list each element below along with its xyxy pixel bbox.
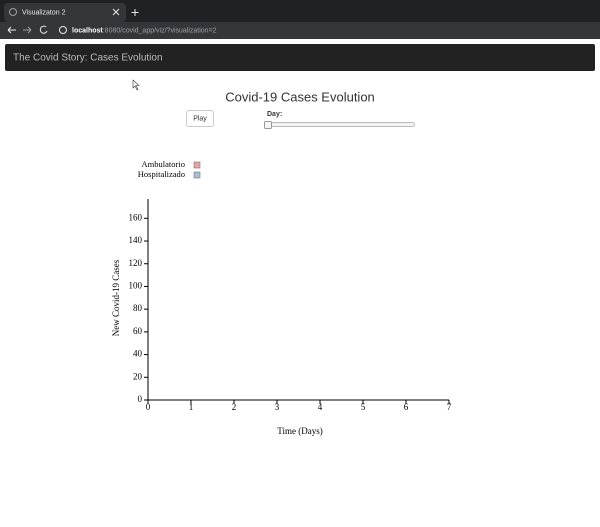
navbar xyxy=(5,44,595,71)
x-tick-label: 2 xyxy=(232,402,237,412)
back-button[interactable] xyxy=(7,26,16,34)
x-axis-label: Time (Days) xyxy=(277,426,322,436)
play-button[interactable] xyxy=(186,110,214,127)
forward-button[interactable] xyxy=(23,26,32,34)
y-axis-label: New Covid-19 Cases xyxy=(111,259,121,336)
x-tick-label: 3 xyxy=(275,402,280,412)
slider-label: Day: xyxy=(267,111,282,118)
reload-button[interactable] xyxy=(39,25,48,34)
legend-label: Ambulatorio xyxy=(142,159,185,169)
cursor xyxy=(132,79,140,91)
y-tick-label: 20 xyxy=(133,371,143,381)
legend-swatch xyxy=(193,161,201,169)
play-label: Play xyxy=(193,115,207,122)
tab[interactable] xyxy=(4,3,126,22)
url-path: :8080/covid_app/viz/?visualization=2 xyxy=(103,27,217,34)
x-tick-label: 5 xyxy=(361,402,366,412)
legend-swatch xyxy=(193,171,201,179)
y-tick-label: 40 xyxy=(133,349,143,359)
new-tab[interactable] xyxy=(131,9,139,16)
legend-label: Hospitalizado xyxy=(138,169,185,179)
x-tick-label: 6 xyxy=(404,402,409,412)
y-tick-label: 120 xyxy=(129,258,143,268)
slider-track[interactable] xyxy=(264,122,415,127)
address-bar-row xyxy=(0,22,600,39)
x-tick-label: 1 xyxy=(189,402,194,412)
y-tick-label: 140 xyxy=(129,235,143,245)
y-tick-label: 80 xyxy=(133,303,143,313)
slider-thumb[interactable] xyxy=(264,121,272,129)
navbar-title[interactable]: The Covid Story: Cases Evolution xyxy=(13,53,163,64)
y-tick-label: 160 xyxy=(129,212,143,222)
y-tick-label: 0 xyxy=(138,394,143,404)
y-tick-label: 60 xyxy=(133,326,143,336)
tab-title: Visualizaton 2 xyxy=(22,9,66,16)
tab-icon xyxy=(9,8,17,16)
y-tick-label: 100 xyxy=(129,281,143,291)
url-host: localhost xyxy=(72,27,103,34)
x-tick-label: 0 xyxy=(146,402,151,412)
chart-title: Covid-19 Cases Evolution xyxy=(225,89,375,104)
tab-close[interactable] xyxy=(112,8,120,16)
url[interactable]: localhost:8080/covid_app/viz/?visualizat… xyxy=(72,27,217,34)
x-tick-label: 7 xyxy=(447,402,452,412)
x-tick-label: 4 xyxy=(318,402,323,412)
site-info[interactable] xyxy=(59,26,67,34)
tab-bar xyxy=(0,0,600,22)
